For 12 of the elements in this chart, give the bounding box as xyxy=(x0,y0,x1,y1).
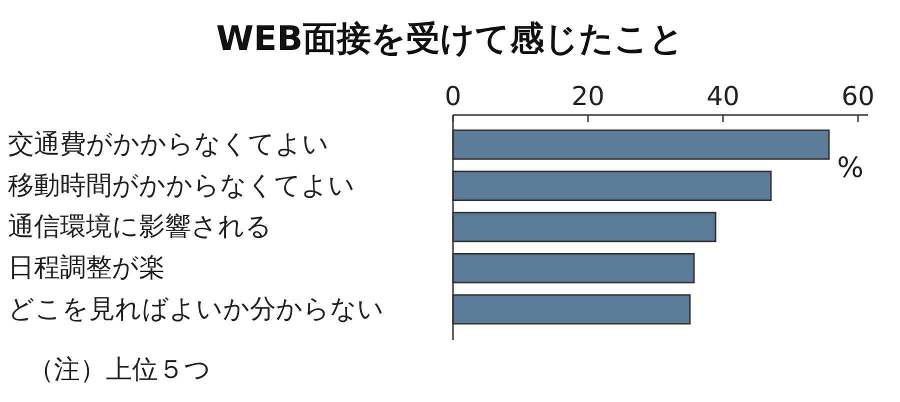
y-tick-label: 通信環境に影響される xyxy=(8,212,272,242)
y-tick-label: 日程調整が楽 xyxy=(8,253,165,284)
y-tick-label: 移動時間がかからなくてよい xyxy=(8,170,355,201)
y-tick-label: どこを見ればよいか分からない xyxy=(8,294,384,324)
chart-title: WEB面接を受けて感じたこと xyxy=(216,19,684,59)
x-axis-title: % xyxy=(836,151,864,184)
x-tick-label: 20 xyxy=(571,82,605,112)
x-tick-label: 0 xyxy=(444,82,462,112)
x-tick-label: 40 xyxy=(706,82,740,112)
text: （注）上位５つ xyxy=(28,355,211,385)
y-tick-label: 交通費がかからなくてよい xyxy=(8,130,329,160)
x-tick-label: 60 xyxy=(841,82,875,112)
